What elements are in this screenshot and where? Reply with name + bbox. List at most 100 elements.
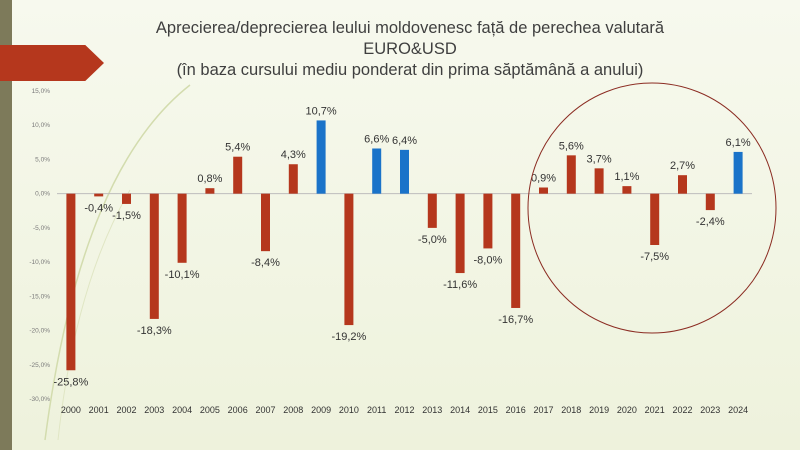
bar-2001 [94, 193, 104, 197]
x-tick-2004: 2004 [172, 405, 192, 415]
left-decor-bar [0, 0, 12, 450]
data-label-2013: -5,0% [418, 234, 447, 246]
chart-title-line-2: EURO&USD [363, 40, 457, 58]
x-tick-2022: 2022 [672, 405, 692, 415]
y-tick-label: 10,0% [32, 122, 51, 129]
bar-2000 [66, 193, 76, 371]
x-tick-2005: 2005 [200, 405, 220, 415]
bar-2009 [316, 120, 326, 194]
bar-2012 [400, 149, 409, 194]
x-tick-2023: 2023 [700, 405, 720, 415]
x-tick-2010: 2010 [339, 405, 359, 415]
y-tick-label: -20,0% [29, 328, 50, 335]
bar-2017 [539, 187, 548, 194]
bar-2005 [205, 188, 215, 194]
x-tick-2015: 2015 [478, 405, 498, 415]
bar-2019 [594, 168, 604, 194]
x-tick-2001: 2001 [89, 405, 109, 415]
x-tick-2000: 2000 [61, 405, 81, 415]
bar-2023 [705, 193, 715, 211]
chart-title-line-1: Aprecierea/deprecierea leului moldovenes… [155, 19, 665, 37]
data-label-2019: 3,7% [587, 153, 612, 165]
bar-2004 [177, 193, 187, 263]
x-tick-2007: 2007 [255, 405, 275, 415]
y-tick-label: -25,0% [29, 362, 50, 369]
data-label-2020: 1,1% [614, 171, 639, 183]
bar-2015 [483, 193, 493, 249]
data-label-2008: 4,3% [281, 149, 306, 161]
data-label-2002: -1,5% [112, 210, 141, 222]
data-label-2009: 10,7% [305, 105, 336, 117]
x-axis: 2000 2001 2002 2003 2004 2005 2006 2007 2008 2009… [61, 405, 748, 415]
chart-title-line-3: (în baza cursului mediu ponderat din pri… [176, 61, 644, 79]
data-label-2016: -16,7% [498, 314, 533, 326]
data-label-2018: 5,6% [559, 140, 584, 152]
data-label-2011: 6,6% [364, 133, 389, 145]
bar-2010 [344, 193, 354, 326]
data-label-2006: 5,4% [225, 142, 250, 154]
y-tick-label: -15,0% [29, 293, 50, 300]
data-label-2024: 6,1% [726, 137, 751, 149]
x-tick-2013: 2013 [422, 405, 442, 415]
bar-2002 [122, 193, 131, 204]
bar-2016 [511, 193, 521, 308]
data-label-2015: -8,0% [474, 254, 503, 266]
title-accent-arrow [0, 45, 104, 81]
x-tick-2003: 2003 [144, 405, 164, 415]
bar-2013 [427, 193, 437, 228]
x-tick-2021: 2021 [645, 405, 665, 415]
x-tick-2011: 2011 [367, 405, 386, 415]
x-tick-2018: 2018 [561, 405, 581, 415]
data-labels: -25,8% -0,4%-1,5% -18,3% -10,1% 0,8% 5,4% -8,4… [53, 105, 750, 388]
y-tick-label: 0,0% [35, 191, 50, 198]
bar-2006 [233, 156, 243, 194]
x-tick-2020: 2020 [617, 405, 637, 415]
x-tick-2002: 2002 [116, 405, 136, 415]
bar-2003 [149, 193, 159, 319]
bar-2014 [455, 193, 465, 274]
y-tick-label: 5,0% [35, 156, 50, 163]
x-tick-2006: 2006 [228, 405, 248, 415]
bar-2007 [261, 193, 270, 252]
data-label-2014: -11,6% [443, 279, 477, 291]
x-tick-2016: 2016 [506, 405, 526, 415]
bar-2020 [622, 186, 632, 194]
bar-2011 [372, 148, 382, 194]
x-tick-2019: 2019 [589, 405, 609, 415]
data-label-2000: -25,8% [53, 376, 88, 388]
data-label-2021: -7,5% [640, 251, 669, 263]
bar-2024 [733, 151, 743, 194]
chart-title: Aprecierea/deprecierea leului moldovenes… [80, 18, 740, 81]
data-label-2010: -19,2% [331, 331, 366, 343]
y-tick-label: -10,0% [29, 259, 50, 266]
x-tick-2017: 2017 [533, 405, 553, 415]
y-tick-label: -5,0% [33, 225, 50, 232]
x-tick-2009: 2009 [311, 405, 331, 415]
data-label-2003: -18,3% [137, 325, 172, 337]
bar-2008 [288, 164, 298, 194]
bars [66, 120, 743, 371]
data-label-2023: -2,4% [696, 216, 725, 228]
data-label-2004: -10,1% [165, 269, 200, 281]
bar-2022 [678, 175, 687, 194]
y-tick-label: -30,0% [29, 396, 50, 403]
data-label-2012: 6,4% [392, 135, 417, 147]
bar-2021 [650, 193, 660, 245]
x-tick-2012: 2012 [394, 405, 414, 415]
data-label-2005: 0,8% [197, 173, 222, 185]
x-tick-2014: 2014 [450, 405, 470, 415]
data-label-2007: -8,4% [251, 257, 280, 269]
data-label-2001: -0,4% [84, 202, 113, 214]
highlight-circle [527, 82, 777, 334]
decor-curve-inner [57, 189, 131, 441]
decor-curve [44, 84, 191, 441]
x-tick-2008: 2008 [283, 405, 303, 415]
data-label-2017: 0,9% [531, 173, 556, 185]
data-label-2022: 2,7% [670, 160, 695, 172]
y-tick-label: 15,0% [32, 88, 51, 95]
x-tick-2024: 2024 [728, 405, 748, 415]
bar-2018 [566, 155, 576, 194]
y-axis: 15,0% 10,0% 5,0% 0,0% -5,0% -10,0% -15,0% -20,0… [29, 88, 50, 403]
